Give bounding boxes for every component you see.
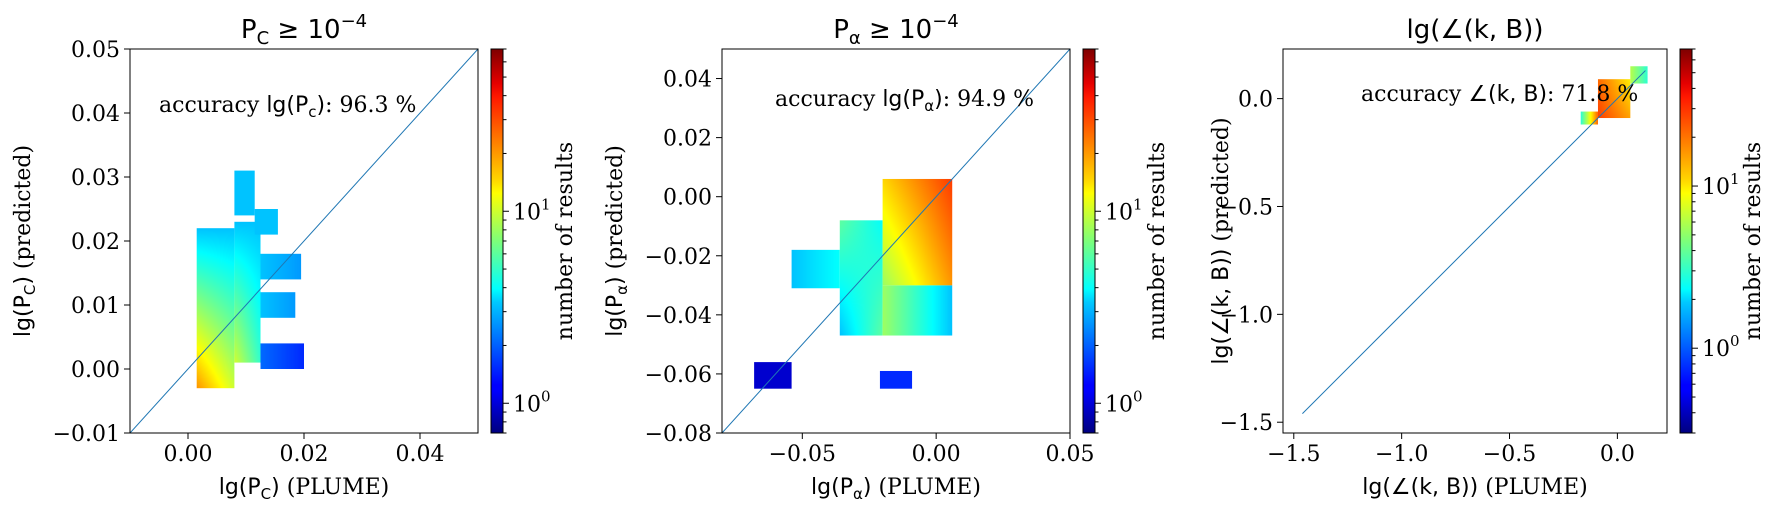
y-tick-label: 0.00 [71,358,120,383]
colorbar-tick-label: 100 [513,387,551,417]
colorbar-label: number of results [1741,142,1766,340]
y-tick-label: −0.5 [1220,195,1273,220]
y-axis-label: lg(∠(k, B)) (predicted) [1209,117,1234,364]
accuracy-annotation: accuracy lg(Pc): 96.3 % [159,93,416,121]
heatmap-region [260,292,296,318]
colorbar-gradient [1679,48,1693,434]
colorbar-tick-label: 101 [1105,195,1143,225]
panel-1: 0.00 0.02 0.04 −0.01 0.00 0.01 0.02 0.03 0.04 0.0… [11,11,578,503]
y-tick-label: −0.02 [645,245,712,270]
heatmap-region [254,209,278,235]
heatmap-region [196,228,235,389]
x-tick-label: 0.00 [164,442,213,467]
y-tick-label: 0.02 [663,127,712,152]
heatmap-region [754,362,792,389]
colorbar: 100 101 number of results [490,48,578,434]
x-axis-label: lg(Pα) (PLUME) [811,475,981,503]
accuracy-annotation: accuracy lg(Pα): 94.9 % [775,87,1034,115]
y-tick-label: 0.01 [71,294,120,319]
x-tick-label: 0.04 [396,442,445,467]
heatmap-region [260,343,304,369]
x-tick-label: 0.05 [1046,442,1095,467]
heatmap [1580,66,1648,125]
y-tick-label: 0.04 [663,68,712,93]
y-tick-label: 0.05 [71,38,120,63]
x-axis-label: lg(PC) (PLUME) [219,475,390,503]
heatmap-region [234,221,261,363]
heatmap-region [839,220,883,336]
colorbar: 100 101 number of results [1679,48,1766,434]
chart-title: PC ≥ 10−4 [241,11,367,49]
accuracy-annotation: accuracy ∠(k, B): 71.8 % [1361,82,1638,107]
y-tick-label: 0.04 [71,102,120,127]
heatmap-region [234,170,255,216]
y-tick-label: −1.0 [1220,303,1273,328]
panel-3: −1.5 −1.0 −0.5 0.0−1.5−1.0−0.50.0lg(∠(k, B)… [1209,15,1766,500]
y-tick-label: −0.08 [645,422,712,447]
x-tick-label: −1.5 [1267,442,1320,467]
diagonal-line [722,49,1070,433]
y-tick-label: 0.02 [71,230,120,255]
diagonal-line [1302,70,1646,414]
heatmap [754,178,953,389]
y-axis-label: lg(Pα) (predicted) [603,145,631,337]
colorbar-tick-label: 101 [513,195,551,225]
colorbar-tick-label: 100 [1702,332,1740,362]
x-tick-label: 0.0 [1600,442,1635,467]
colorbar-tick-label: 100 [1105,387,1143,417]
colorbar-gradient [490,48,504,434]
panel-2: −0.05 0.00 0.05 −0.08 −0.06 −0.04 −0.02 0.00 0.0… [603,11,1170,503]
heatmap-region [882,285,953,336]
y-tick-label: −0.04 [645,304,712,329]
x-axis-label: lg(∠(k, B)) (PLUME) [1362,475,1587,500]
heatmap-region [1580,111,1598,125]
x-tick-label: 0.00 [912,442,961,467]
y-tick-label: 0.0 [1238,88,1273,113]
colorbar-gradient [1082,48,1096,434]
chart-title: Pα ≥ 10−4 [833,11,959,49]
diagonal-line [130,49,478,433]
chart-title: lg(∠(k, B)) [1406,15,1543,45]
x-tick-label: −0.5 [1483,442,1536,467]
plot-frame [721,48,1071,434]
plot-frame [1282,48,1668,434]
heatmap [196,170,304,389]
x-tick-label: −0.05 [769,442,836,467]
heatmap-region [1597,79,1631,119]
y-tick-label: −1.5 [1220,411,1273,436]
colorbar-label: number of results [1145,142,1170,340]
colorbar: 100 101 number of results [1082,48,1170,434]
y-axis-label: lg(PC) (predicted) [11,145,39,337]
colorbar-label: number of results [553,142,578,340]
y-tick-label: 0.03 [71,166,120,191]
y-tick-label: −0.01 [53,422,120,447]
heatmap-region [791,249,840,289]
y-tick-label: 0.00 [663,186,712,211]
heatmap-region [879,370,913,389]
heatmap-region [1630,66,1648,84]
y-tick-label: −0.06 [645,363,712,388]
x-tick-label: 0.02 [280,442,329,467]
heatmap-region [882,178,953,286]
x-tick-label: −1.0 [1375,442,1428,467]
colorbar-tick-label: 101 [1702,170,1740,200]
